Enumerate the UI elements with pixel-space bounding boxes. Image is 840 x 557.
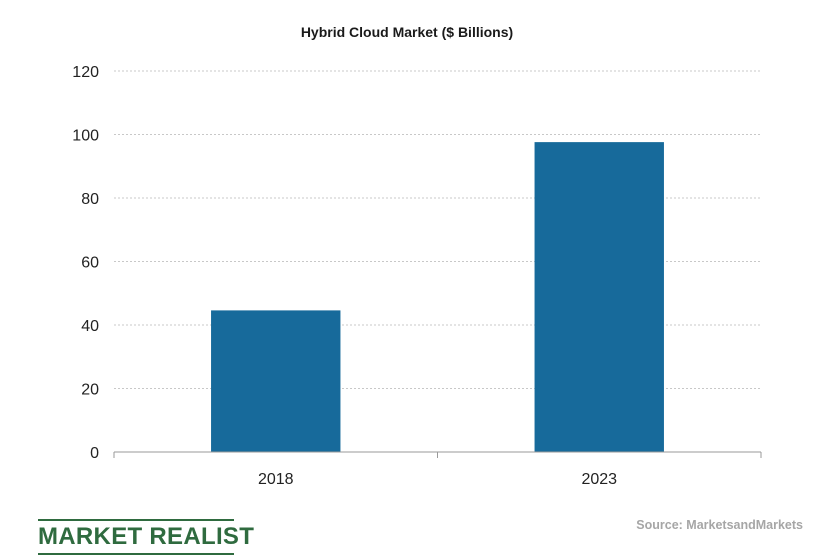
y-tick-label: 20 <box>81 382 99 399</box>
bars <box>211 142 664 452</box>
logo-text: MARKET REALIST <box>38 523 255 550</box>
y-tick-label: 80 <box>81 191 99 208</box>
bar-2023 <box>534 142 664 452</box>
y-tick-label: 40 <box>81 318 99 335</box>
logo-rule-bottom <box>38 553 234 555</box>
market-realist-logo: MARKET REALIST <box>38 519 255 555</box>
y-tick-label: 100 <box>72 128 99 145</box>
y-tick-label: 60 <box>81 255 99 272</box>
source-note: Source: MarketsandMarkets <box>636 518 803 532</box>
logo-rule-top <box>38 519 234 521</box>
y-tick-label: 120 <box>72 64 99 81</box>
x-tick-label: 2023 <box>581 471 617 488</box>
x-tick-label: 2018 <box>258 471 294 488</box>
chart-title: Hybrid Cloud Market ($ Billions) <box>301 24 513 40</box>
bar-2018 <box>211 310 341 452</box>
bar-chart: Hybrid Cloud Market ($ Billions) 0 20 40 60… <box>72 24 762 488</box>
y-tick-label: 0 <box>90 445 99 462</box>
x-axis: 2018 2023 <box>113 451 762 488</box>
y-axis-ticks: 0 20 40 60 80 100 120 <box>72 64 99 462</box>
